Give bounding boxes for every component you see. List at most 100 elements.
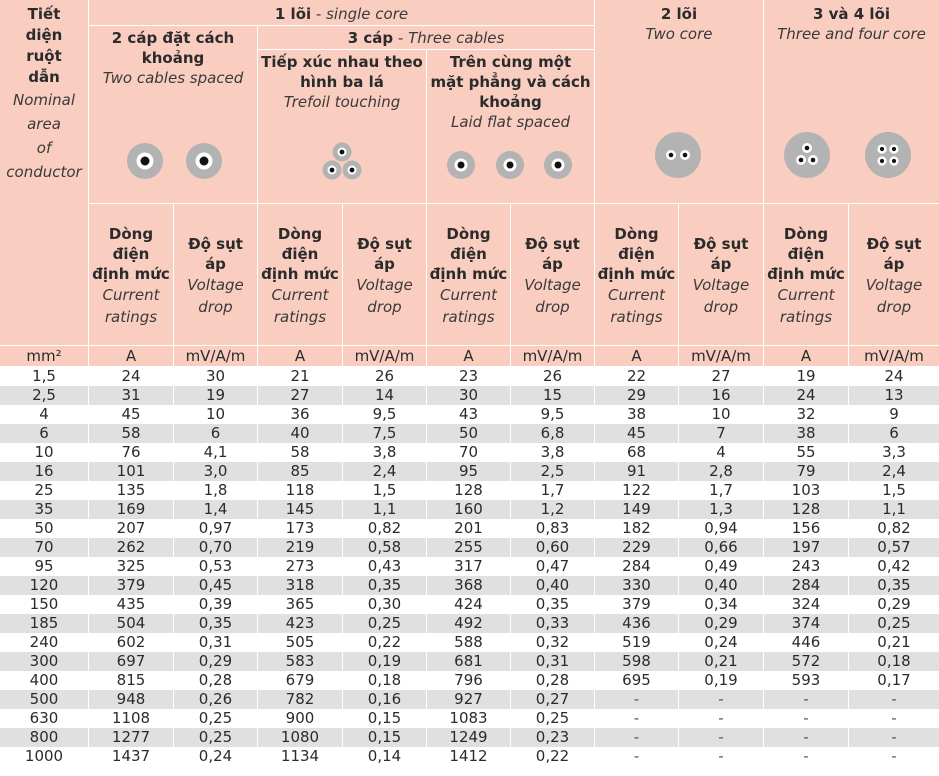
current-vi-1: Dòng — [783, 225, 829, 243]
current-en-1: Current — [102, 286, 160, 304]
voltage-drop-cell: 0,47 — [535, 557, 570, 575]
header-laid-flat: Trên cùng một mặt phẳng và cách khoảng L… — [427, 52, 594, 142]
current-rating-cell: 365 — [285, 595, 315, 613]
current-rating-cell: 379 — [622, 595, 651, 613]
current-rating-cell: 504 — [116, 614, 146, 632]
current-vi-1: Dòng — [446, 225, 491, 243]
trefoil-vi-1: Tiếp xúc nhau theo — [261, 53, 423, 71]
current-rating-cell: - — [803, 728, 809, 746]
current-vi-1: Dòng — [108, 225, 154, 243]
voltage-drop-cell: 7,5 — [372, 424, 397, 442]
current-rating-cell: 679 — [285, 671, 315, 689]
three-four-vi: 3 và 4 lõi — [812, 5, 891, 23]
subheader-current-ratings: Dòng điện định mức Current ratings — [89, 224, 173, 334]
two-core-en: Two core — [645, 25, 713, 43]
voltage-drop-cell: 15 — [542, 386, 563, 404]
flat-cables-icon — [447, 151, 572, 179]
conductor-area-cell: 240 — [29, 633, 59, 651]
voltage-drop-cell: 0,29 — [704, 614, 738, 632]
table-row: 400 815 0,28 679 0,18 796 0,28 695 0,19 593 0,17 — [0, 671, 939, 690]
current-rating-cell: 55 — [796, 443, 816, 461]
two-spaced-en: Two cables spaced — [102, 69, 244, 87]
row-divider — [258, 49, 594, 50]
current-rating-cell: 948 — [116, 690, 146, 708]
current-vi-3: định mức — [261, 265, 339, 283]
current-en-1: Current — [608, 286, 665, 304]
voltage-drop-cell: - — [891, 728, 897, 746]
current-vi-2: điện — [450, 245, 487, 263]
header-two-core: 2 lõi Two core — [595, 4, 763, 54]
voltage-drop-cell: 3,8 — [540, 443, 565, 461]
current-vi-2: điện — [787, 245, 825, 263]
table-row: 6 58 6 40 7,5 50 6,8 45 7 38 6 — [0, 424, 939, 443]
current-rating-cell: 1277 — [111, 728, 151, 746]
current-rating-cell: 29 — [626, 386, 647, 404]
unit-current: A — [463, 347, 474, 365]
vdrop-en-2: drop — [367, 298, 402, 316]
table-body: 1,5 24 30 21 26 23 26 22 27 19 24 2,5 31 19 27 14 30 15 29… — [0, 367, 939, 776]
voltage-drop-cell: 0,35 — [367, 576, 402, 594]
current-rating-cell: 169 — [116, 500, 146, 518]
row-divider — [0, 366, 939, 367]
voltage-drop-cell: 0,97 — [198, 519, 233, 537]
voltage-drop-cell: 0,31 — [535, 652, 570, 670]
voltage-drop-cell: 2,5 — [540, 462, 565, 480]
voltage-drop-cell: 0,30 — [367, 595, 402, 613]
current-rating-cell: 156 — [791, 519, 821, 537]
current-vi-2: điện — [112, 245, 150, 263]
voltage-drop-cell: 0,24 — [198, 747, 233, 765]
current-rating-cell: 379 — [116, 576, 146, 594]
voltage-drop-cell: 0,19 — [704, 671, 738, 689]
current-rating-cell: - — [633, 728, 640, 746]
vdrop-vi-1: Độ sụt — [693, 235, 749, 253]
current-en-1: Current — [440, 286, 497, 304]
voltage-drop-cell: - — [718, 690, 724, 708]
voltage-drop-cell: 0,49 — [704, 557, 738, 575]
current-rating-cell: 1437 — [111, 747, 151, 765]
current-en-2: ratings — [610, 308, 663, 326]
vdrop-en-1: Voltage — [865, 276, 923, 294]
current-rating-cell: 197 — [791, 538, 821, 556]
subheader-current-ratings: Dòng điện định mức Current ratings — [764, 224, 848, 334]
unit-voltage-drop: mV/A/m — [691, 347, 751, 365]
vdrop-en-1: Voltage — [187, 276, 244, 294]
table-row: 4 45 10 36 9,5 43 9,5 38 10 32 9 — [0, 405, 939, 424]
voltage-drop-cell: 0,25 — [535, 709, 570, 727]
header-col0-en-2: area — [27, 115, 61, 133]
current-rating-cell: 424 — [454, 595, 483, 613]
current-rating-cell: 50 — [458, 424, 479, 442]
current-rating-cell: 103 — [791, 481, 821, 499]
header-nominal-area: Tiết diện ruột dẫn Nominal area of condu… — [0, 4, 88, 194]
table-row: 95 325 0,53 273 0,43 317 0,47 284 0,49 243 0,42 — [0, 557, 939, 576]
voltage-drop-cell: 0,25 — [877, 614, 911, 632]
single-core-sep: - — [311, 5, 327, 23]
current-rating-cell: 1249 — [449, 728, 488, 746]
conductor-area-cell: 4 — [39, 405, 49, 423]
vdrop-vi-2: áp — [374, 255, 395, 273]
voltage-drop-cell: 0,21 — [704, 652, 738, 670]
voltage-drop-cell: 0,82 — [367, 519, 402, 537]
current-rating-cell: 76 — [121, 443, 141, 461]
three-cables-en: Three cables — [408, 29, 505, 47]
row-divider — [89, 25, 594, 26]
column-divider — [173, 204, 174, 776]
voltage-drop-cell: 2,4 — [882, 462, 906, 480]
vdrop-vi-2: áp — [710, 255, 732, 273]
table-row: 240 602 0,31 505 0,22 588 0,32 519 0,24 446 0,21 — [0, 633, 939, 652]
voltage-drop-cell: 9 — [889, 405, 899, 423]
voltage-drop-cell: 6 — [210, 424, 221, 442]
vdrop-vi-2: áp — [205, 255, 226, 273]
current-rating-cell: 593 — [791, 671, 821, 689]
current-rating-cell: 85 — [290, 462, 310, 480]
voltage-drop-cell: - — [891, 747, 897, 765]
current-rating-cell: 182 — [622, 519, 651, 537]
column-divider — [88, 0, 89, 776]
current-rating-cell: 19 — [796, 367, 816, 385]
current-rating-cell: 697 — [116, 652, 146, 670]
current-rating-cell: 38 — [626, 405, 647, 423]
single-core-en: single core — [326, 5, 409, 23]
voltage-drop-cell: - — [718, 728, 724, 746]
voltage-drop-cell: 3,0 — [203, 462, 228, 480]
voltage-drop-cell: 0,23 — [535, 728, 570, 746]
